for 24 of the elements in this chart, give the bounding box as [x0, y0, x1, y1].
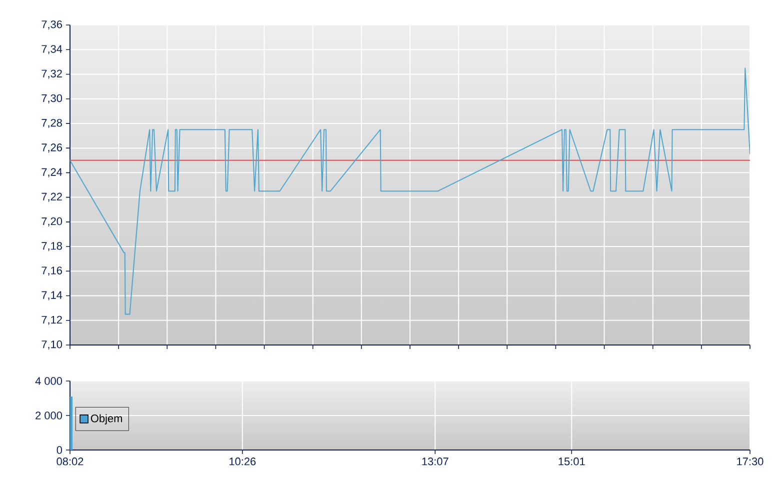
y-tick-label: 7,34 — [42, 45, 62, 54]
y-tick-label: 7,14 — [42, 291, 62, 300]
y-tick-label: 7,30 — [42, 94, 62, 104]
y-tick-label: 7,28 — [42, 118, 62, 128]
y-tick-label: 7,20 — [42, 217, 62, 226]
x-tick-label: 17:30 — [737, 458, 764, 466]
y-tick-label: 0 — [56, 446, 62, 454]
x-tick-label: 13:07 — [422, 458, 448, 466]
y-tick-label: 4 000 — [35, 377, 62, 385]
y-tick-label: 7,10 — [42, 340, 62, 350]
y-tick-label: 7,24 — [42, 168, 62, 178]
y-tick-label: 7,12 — [42, 316, 62, 325]
y-tick-label: 7,22 — [42, 192, 62, 202]
x-tick-label: 08:02 — [56, 458, 84, 466]
legend-label: Objem — [90, 414, 122, 424]
y-tick-label: 7,16 — [42, 266, 62, 276]
x-tick-label: 15:01 — [558, 458, 585, 466]
y-tick-label: 2 000 — [36, 412, 62, 420]
y-tick-label: 7,32 — [42, 70, 62, 79]
x-tick-label: 10:26 — [230, 458, 256, 466]
y-tick-label: 7,18 — [42, 242, 62, 252]
line-series — [70, 68, 750, 315]
y-tick-label: 7,36 — [42, 20, 62, 30]
y-tick-label: 7,26 — [42, 144, 62, 153]
